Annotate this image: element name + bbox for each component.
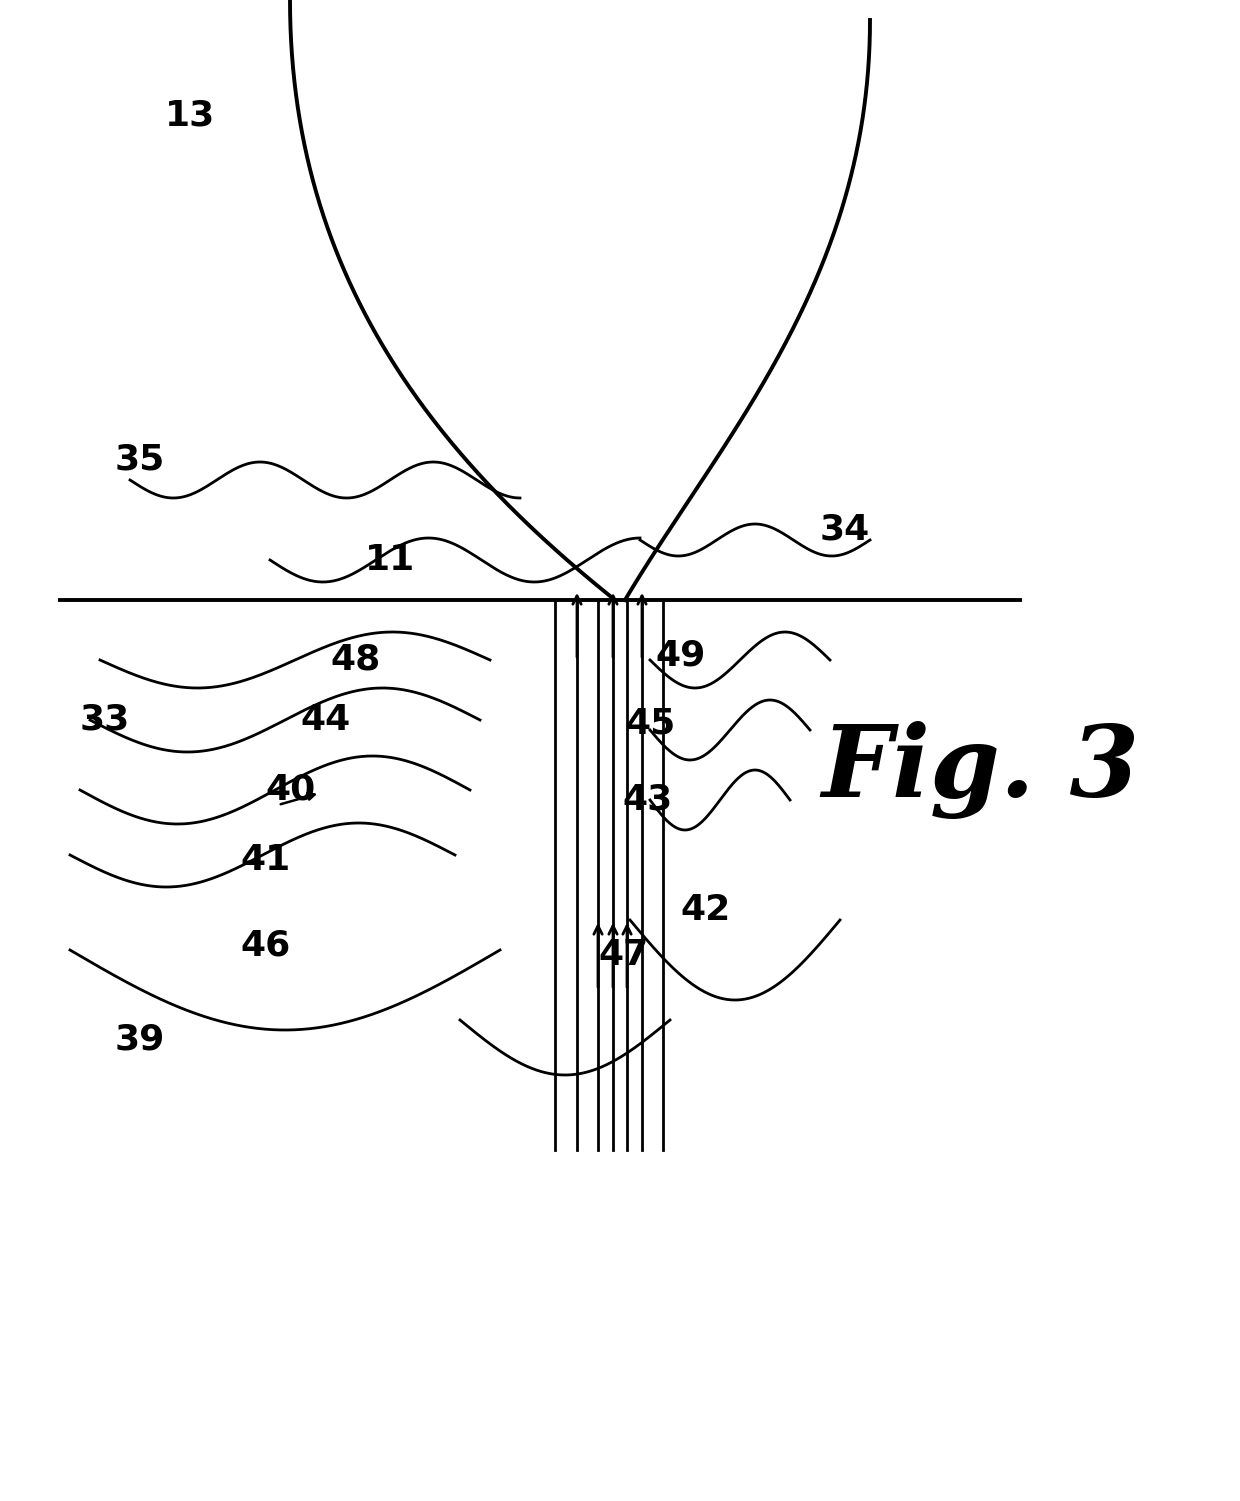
Text: 44: 44 — [300, 702, 350, 737]
Text: 41: 41 — [241, 844, 290, 877]
Text: 11: 11 — [365, 543, 415, 576]
Text: 49: 49 — [655, 638, 706, 672]
Text: 42: 42 — [680, 893, 730, 928]
Text: Fig. 3: Fig. 3 — [821, 720, 1140, 820]
Text: 39: 39 — [115, 1024, 165, 1057]
Text: 46: 46 — [241, 928, 290, 962]
Text: 47: 47 — [598, 938, 649, 973]
Text: 34: 34 — [820, 513, 870, 546]
Text: 35: 35 — [115, 443, 165, 477]
Text: 33: 33 — [81, 702, 130, 737]
Text: 45: 45 — [625, 705, 676, 740]
Text: 43: 43 — [622, 784, 672, 817]
Text: 13: 13 — [165, 98, 216, 132]
Text: 40: 40 — [265, 773, 315, 808]
Text: 48: 48 — [330, 642, 381, 677]
